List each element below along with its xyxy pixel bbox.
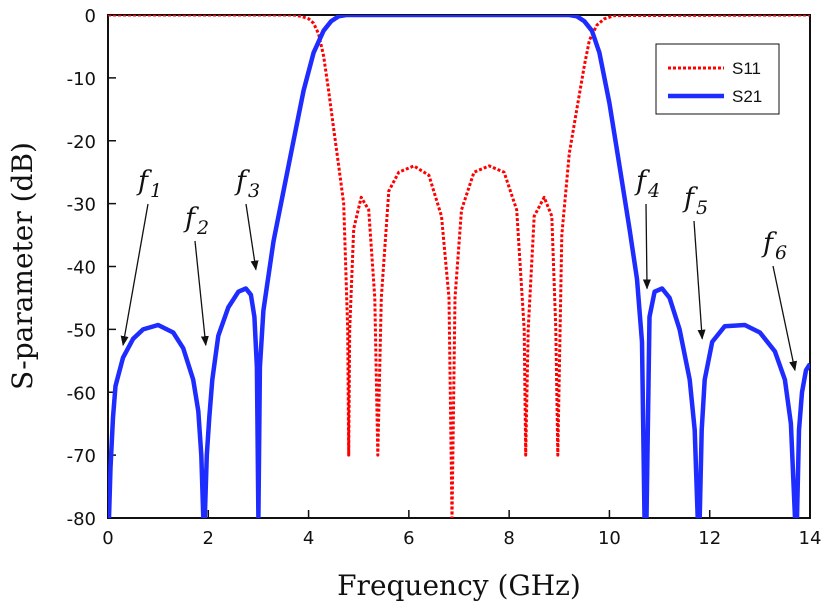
annotation-subscript: 1: [150, 180, 162, 202]
series-line-s21: [108, 15, 810, 518]
x-tick-label: 14: [799, 528, 822, 549]
annotation-subscript: 4: [647, 180, 660, 202]
annotation-subscript: 2: [196, 217, 209, 239]
annotation-subscript: 3: [248, 180, 260, 202]
y-tick-label: -40: [67, 258, 96, 279]
x-axis-title: Frequency (GHz): [337, 569, 581, 602]
annotation-subscript: 6: [775, 242, 787, 264]
x-tick-label: 12: [698, 528, 721, 549]
y-axis: 0 -10 -20 -30 -40 -50 -60 -70 -80: [67, 6, 116, 530]
x-tick-label: 8: [503, 528, 514, 549]
annotation-arrow-f6: [772, 265, 798, 372]
legend-label-s11: S11: [732, 59, 761, 78]
y-tick-label: -60: [67, 383, 96, 404]
y-tick-label: -50: [67, 320, 96, 341]
annotation-arrow-f2: [194, 240, 209, 347]
legend-box: [655, 43, 780, 115]
y-tick-label: -70: [67, 446, 96, 467]
x-tick-label: 6: [403, 528, 414, 549]
y-tick-label: -10: [67, 69, 96, 90]
y-tick-label: -80: [67, 509, 96, 530]
legend: S11 S21: [655, 43, 780, 115]
series-layer: [108, 15, 810, 518]
annotation-arrow-f3: [245, 203, 259, 271]
x-tick-label: 10: [598, 528, 621, 549]
annotation-arrow-f1: [120, 203, 149, 347]
series-line-s11: [108, 15, 810, 518]
x-tick-label: 4: [303, 528, 314, 549]
y-tick-label: -20: [67, 132, 96, 153]
annotation-arrow-f4: [642, 203, 651, 290]
annotation-arrow-f5: [693, 220, 706, 340]
x-tick-label: 0: [102, 528, 113, 549]
annotation-subscript: 5: [696, 197, 708, 219]
annotations: f 1 f 2 f 3 f 4 f 5 f 6: [120, 166, 798, 372]
y-axis-title: S-parameter (dB): [6, 142, 39, 390]
y-tick-label: 0: [85, 6, 96, 27]
y-tick-label: -30: [67, 195, 96, 216]
x-axis: 0 2 4 6 8 10 12 14: [102, 510, 821, 549]
legend-label-s21: S21: [732, 87, 762, 106]
x-tick-label: 2: [203, 528, 214, 549]
